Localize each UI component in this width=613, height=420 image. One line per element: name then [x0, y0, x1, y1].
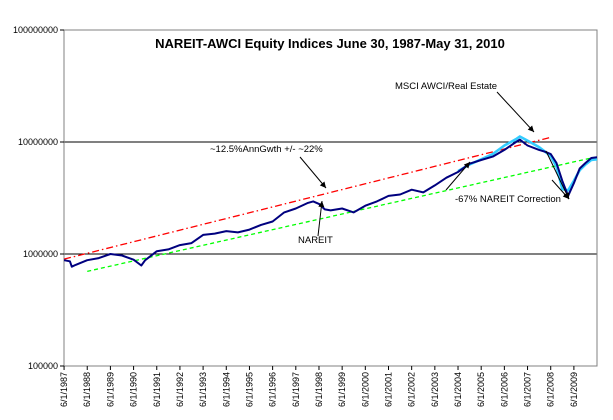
arrow-msci — [496, 91, 535, 133]
x-tick-label: 6/1/1988 — [82, 372, 92, 407]
x-tick-label: 6/1/1999 — [337, 372, 347, 407]
x-tick-label: 6/1/1992 — [175, 372, 185, 407]
x-tick-label: 6/1/2003 — [430, 372, 440, 407]
annotation-nareit: NAREIT — [298, 235, 333, 246]
arrow-correction-top-head — [563, 192, 570, 199]
y-axis: 100000 1000000 10000000 100000000 — [13, 25, 64, 371]
x-tick-label: 6/1/2000 — [360, 372, 370, 407]
x-tick-label: 6/1/1996 — [268, 372, 278, 407]
y-tick-label: 100000000 — [13, 25, 58, 35]
chart-title: NAREIT-AWCI Equity Indices June 30, 1987… — [155, 36, 505, 51]
x-tick-label: 6/1/2002 — [407, 372, 417, 407]
trend-line-lower — [87, 157, 592, 272]
x-tick-label: 6/1/1987 — [59, 372, 69, 407]
x-tick-label: 6/1/1995 — [244, 372, 254, 407]
y-tick-label: 1000000 — [23, 249, 58, 259]
arrow-correction-left-head — [463, 162, 470, 169]
annotations: MSCI AWCI/Real Estate ~12.5%AnnGwth +/- ~… — [210, 81, 570, 246]
x-tick-label: 6/1/1991 — [152, 372, 162, 407]
x-tick-label: 6/1/2001 — [383, 372, 393, 407]
x-tick-label: 6/1/1993 — [198, 372, 208, 407]
annotation-correction: -67% NAREIT Correction — [455, 194, 561, 205]
x-tick-label: 6/1/1990 — [129, 372, 139, 407]
plot-frame — [63, 29, 598, 367]
arrow-msci-head — [527, 125, 534, 132]
x-tick-label: 6/1/2006 — [499, 372, 509, 407]
x-tick-label: 6/1/1989 — [105, 372, 115, 407]
x-tick-label: 6/1/1998 — [314, 372, 324, 407]
x-axis: 6/1/1987 6/1/1988 6/1/1989 6/1/1990 6/1/1991… — [59, 366, 579, 407]
x-tick-label: 6/1/2005 — [476, 372, 486, 407]
x-tick-label: 6/1/2009 — [569, 372, 579, 407]
x-tick-label: 6/1/1997 — [291, 372, 301, 407]
arrow-correction-top — [545, 150, 570, 200]
annotation-growth: ~12.5%AnnGwth +/- ~22% — [210, 144, 323, 155]
arrow-growth — [299, 156, 327, 189]
x-tick-label: 6/1/2008 — [546, 372, 556, 407]
plot-area — [63, 29, 598, 367]
series-line-nareit — [63, 138, 598, 268]
annotation-msci: MSCI AWCI/Real Estate — [395, 81, 497, 92]
x-tick-label: 6/1/2004 — [453, 372, 463, 407]
x-tick-label: 6/1/1994 — [221, 372, 231, 407]
arrow-growth-head — [319, 181, 326, 188]
arrow-nareit-head — [318, 201, 325, 208]
trend-line-upper — [63, 136, 551, 260]
y-tick-label: 100000 — [28, 361, 58, 371]
y-tick-label: 10000000 — [18, 137, 58, 147]
arrow-correction-left — [445, 161, 471, 191]
x-tick-label: 6/1/2007 — [523, 372, 533, 407]
